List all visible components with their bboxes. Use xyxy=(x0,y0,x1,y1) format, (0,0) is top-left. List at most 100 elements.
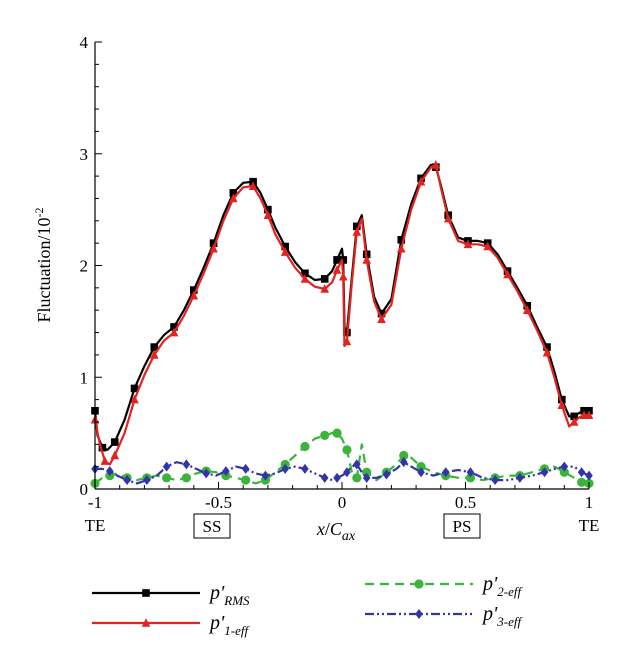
series-3-point xyxy=(399,457,408,468)
series-2-point xyxy=(559,467,569,477)
series-1-point xyxy=(362,255,371,264)
series-3-point xyxy=(560,461,569,472)
legend-label-2: p'2-eff xyxy=(481,573,523,599)
annotation-ss: SS xyxy=(193,513,231,539)
series-1-point xyxy=(569,417,579,426)
series-0-point xyxy=(353,222,361,231)
x-axis-label-base: C xyxy=(330,519,343,539)
series-0-point xyxy=(264,205,272,214)
y-axis-label: Fluctuation/10-2 xyxy=(32,208,54,323)
series-3-point xyxy=(320,472,329,483)
series-0 xyxy=(91,163,593,452)
series-0-point xyxy=(320,275,329,283)
legend-label-0: p'RMS xyxy=(208,582,250,608)
series-0-point xyxy=(377,309,386,318)
series-1-point xyxy=(443,213,453,223)
annotation-ps-label: PS xyxy=(453,517,472,536)
series-2-point xyxy=(320,430,330,440)
x-tick-label: 1 xyxy=(585,493,594,512)
legend-item-1: p'1-eff xyxy=(92,612,250,638)
series-1-point xyxy=(229,193,238,203)
series-2-point xyxy=(332,428,342,438)
annotation-te-right: TE xyxy=(579,516,600,535)
x-tick-label: 0 xyxy=(338,493,347,512)
y-tick-label: 0 xyxy=(80,480,89,499)
x-axis-label-sub: ax xyxy=(342,529,356,544)
series-1-point xyxy=(396,243,406,253)
series-3-point xyxy=(162,461,171,472)
series-1-point xyxy=(100,456,110,465)
series-1-point xyxy=(149,350,159,359)
series-2-point xyxy=(576,477,587,487)
y-tick-label: 1 xyxy=(80,368,89,387)
series-0-point xyxy=(150,343,159,351)
legend-marker-2 xyxy=(414,579,424,589)
axes-group: 0 1 2 3 4 -1 -0.5 0 0.5 1 xyxy=(80,33,594,512)
series-2-point xyxy=(465,473,476,483)
series-1-point xyxy=(377,314,386,323)
legend-marker-0 xyxy=(142,589,150,597)
series-2-point xyxy=(352,473,362,483)
series-0-line xyxy=(93,163,589,451)
series-3-point xyxy=(261,470,270,481)
x-axis-label: x/Cax xyxy=(316,519,356,544)
series-0-point xyxy=(130,384,139,393)
series-3-point xyxy=(106,466,114,477)
series-3-point xyxy=(491,475,499,486)
series-1-point xyxy=(584,410,594,420)
series-1-point xyxy=(431,160,441,169)
series-0-point xyxy=(281,242,289,251)
series-1-point xyxy=(169,327,179,337)
annotation-ss-label: SS xyxy=(203,517,222,536)
series-3-point xyxy=(577,467,586,478)
series-0-point xyxy=(98,443,107,452)
y-tick-label: 2 xyxy=(80,257,89,276)
y-axis-label-exponent: -2 xyxy=(32,208,46,218)
series-3-point xyxy=(241,463,250,474)
y-tick-label: 4 xyxy=(80,33,89,52)
series-1-point xyxy=(320,284,330,293)
series-3-point xyxy=(301,463,309,474)
series-1-point xyxy=(463,239,473,249)
series-1-point xyxy=(263,210,273,220)
y-tick-label: 3 xyxy=(80,145,89,164)
series-3-point xyxy=(417,467,425,478)
series-1-point xyxy=(503,269,512,279)
series-2-point xyxy=(416,462,426,472)
series-3-point xyxy=(353,459,361,470)
series-1-point xyxy=(542,347,552,357)
legend-label-1: p'1-eff xyxy=(208,612,250,638)
legend-marker-3 xyxy=(415,609,423,619)
series-1-point xyxy=(300,274,310,283)
series-3-point xyxy=(333,472,341,483)
series-1-point xyxy=(352,227,362,236)
series-3-point xyxy=(540,467,549,478)
series-3-point xyxy=(143,475,151,486)
series-1-point xyxy=(483,241,493,251)
series-3-point xyxy=(281,463,289,474)
series-0-point xyxy=(170,323,178,331)
series-0-point xyxy=(110,438,119,446)
series-1-point xyxy=(342,336,352,346)
series-3-point xyxy=(182,459,191,470)
series-3-point xyxy=(441,467,450,478)
annotation-te-left: TE xyxy=(85,516,106,535)
series-1 xyxy=(90,160,594,466)
plot-area: 0 1 2 3 4 -1 -0.5 0 0.5 1 xyxy=(80,33,594,512)
svg-text:Fluctuation/10-2: Fluctuation/10-2 xyxy=(32,208,54,323)
x-axis-label-main: x xyxy=(316,519,325,539)
legend-marker-1 xyxy=(141,618,151,627)
series-0-point xyxy=(301,269,309,278)
series-1-line xyxy=(93,163,589,466)
series-3-point xyxy=(516,472,524,483)
series-1-point xyxy=(557,400,567,409)
x-tick-label: -0.5 xyxy=(205,493,232,512)
series-0-point xyxy=(333,256,341,264)
series-2-point xyxy=(300,441,310,452)
series-group xyxy=(90,160,594,489)
series-2-point xyxy=(241,475,251,485)
x-tick-label: -1 xyxy=(88,493,102,512)
legend-label-3: p'3-eff xyxy=(481,603,523,629)
series-3-point xyxy=(466,467,475,478)
